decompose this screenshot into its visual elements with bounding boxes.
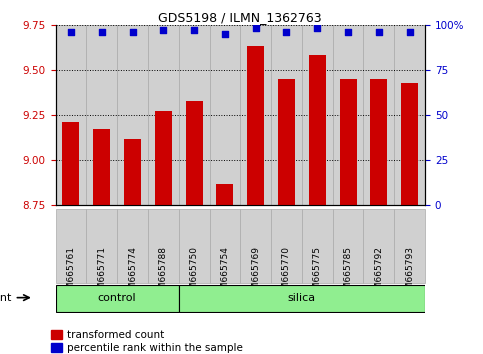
- Bar: [216, 184, 233, 205]
- Bar: [148, 209, 179, 283]
- Text: GSM665761: GSM665761: [67, 246, 75, 301]
- Point: [159, 27, 167, 33]
- Bar: [370, 79, 387, 205]
- Bar: [93, 130, 110, 205]
- Point: [344, 29, 352, 35]
- Bar: [86, 25, 117, 205]
- Bar: [394, 25, 425, 205]
- Title: GDS5198 / ILMN_1362763: GDS5198 / ILMN_1362763: [158, 11, 322, 24]
- Bar: [56, 285, 179, 312]
- Legend: transformed count, percentile rank within the sample: transformed count, percentile rank withi…: [51, 330, 242, 353]
- Text: GSM665769: GSM665769: [251, 246, 260, 301]
- Bar: [185, 101, 202, 205]
- Bar: [278, 79, 295, 205]
- Bar: [333, 209, 364, 283]
- Bar: [302, 25, 333, 205]
- Bar: [333, 25, 364, 205]
- Point: [313, 25, 321, 31]
- Text: GSM665754: GSM665754: [220, 246, 229, 301]
- Text: GSM665793: GSM665793: [405, 246, 414, 301]
- Bar: [56, 209, 86, 283]
- Bar: [271, 25, 302, 205]
- Point: [283, 29, 290, 35]
- Point: [406, 29, 413, 35]
- Text: GSM665788: GSM665788: [159, 246, 168, 301]
- Bar: [86, 209, 117, 283]
- Bar: [401, 82, 418, 205]
- Bar: [179, 209, 210, 283]
- Bar: [117, 25, 148, 205]
- Bar: [394, 209, 425, 283]
- Bar: [364, 25, 394, 205]
- Bar: [210, 25, 240, 205]
- Bar: [240, 25, 271, 205]
- Point: [190, 27, 198, 33]
- Bar: [124, 138, 141, 205]
- Text: GSM665785: GSM665785: [343, 246, 353, 301]
- Bar: [179, 285, 425, 312]
- Bar: [210, 209, 240, 283]
- Bar: [247, 46, 264, 205]
- Point: [67, 29, 75, 35]
- Text: GSM665775: GSM665775: [313, 246, 322, 301]
- Text: GSM665774: GSM665774: [128, 246, 137, 301]
- Text: control: control: [98, 293, 136, 303]
- Bar: [56, 25, 86, 205]
- Point: [375, 29, 383, 35]
- Text: GSM665771: GSM665771: [97, 246, 106, 301]
- Point: [221, 31, 229, 37]
- Bar: [62, 122, 79, 205]
- Bar: [148, 25, 179, 205]
- Bar: [179, 25, 210, 205]
- Text: GSM665770: GSM665770: [282, 246, 291, 301]
- Point: [98, 29, 106, 35]
- Bar: [340, 79, 356, 205]
- Bar: [309, 56, 326, 205]
- Bar: [271, 209, 302, 283]
- Point: [252, 25, 259, 31]
- Text: silica: silica: [288, 293, 316, 303]
- Text: GSM665792: GSM665792: [374, 246, 384, 301]
- Bar: [155, 112, 172, 205]
- Bar: [240, 209, 271, 283]
- Bar: [302, 209, 333, 283]
- Bar: [364, 209, 394, 283]
- Text: GSM665750: GSM665750: [190, 246, 199, 301]
- Point: [128, 29, 136, 35]
- Bar: [117, 209, 148, 283]
- Text: agent: agent: [0, 293, 12, 303]
